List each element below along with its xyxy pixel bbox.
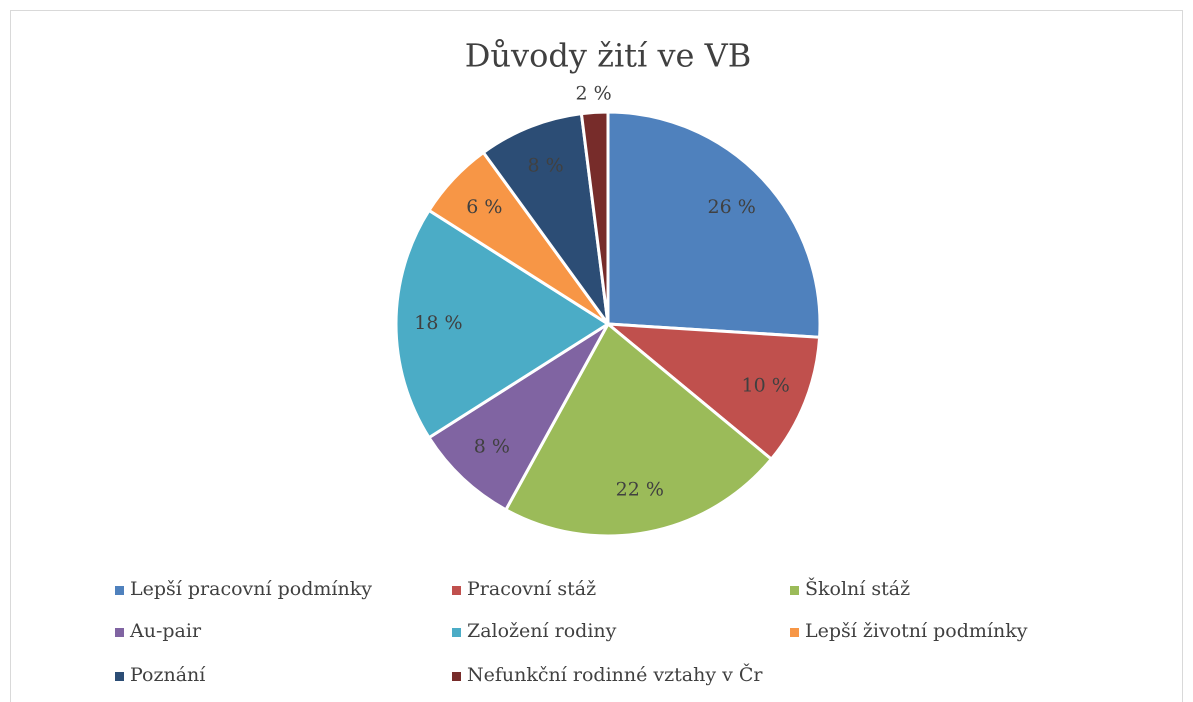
pie-slice <box>579 110 610 325</box>
legend-swatch <box>452 628 461 637</box>
legend-label: Školní stáž <box>805 577 910 600</box>
legend-label: Au-pair <box>129 620 202 642</box>
pie-slice <box>606 110 822 339</box>
pie-slice <box>481 111 610 325</box>
legend-swatch <box>790 586 799 595</box>
pie-slice <box>394 208 611 440</box>
legend-swatch <box>790 628 799 637</box>
pie-slice <box>603 322 822 462</box>
pie-slice <box>503 321 774 538</box>
legend-swatch <box>115 586 124 595</box>
legend-swatch <box>115 628 124 637</box>
data-label: 2 % <box>575 82 611 104</box>
data-label: 8 % <box>474 436 510 458</box>
legend-label: Založení rodiny <box>467 620 617 642</box>
legend-swatch <box>115 672 124 681</box>
pie-slice <box>426 322 610 512</box>
data-label: 18 % <box>414 312 462 334</box>
data-label: 8 % <box>527 154 563 176</box>
legend-label: Nefunkční rodinné vztahy v Čr <box>467 663 763 686</box>
legend-label: Poznání <box>130 664 206 686</box>
data-label: 26 % <box>707 196 755 218</box>
legend-label: Lepší pracovní podmínky <box>130 578 372 600</box>
data-label: 10 % <box>742 374 790 396</box>
legend-swatch <box>452 586 461 595</box>
data-label: 22 % <box>616 479 664 501</box>
legend-label: Pracovní stáž <box>467 578 596 600</box>
chart-frame <box>10 10 1183 702</box>
legend-label: Lepší životní podmínky <box>805 620 1028 642</box>
data-label: 6 % <box>466 196 502 218</box>
chart-title: Důvody žití ve VB <box>465 37 752 75</box>
legend-swatch <box>452 672 461 681</box>
